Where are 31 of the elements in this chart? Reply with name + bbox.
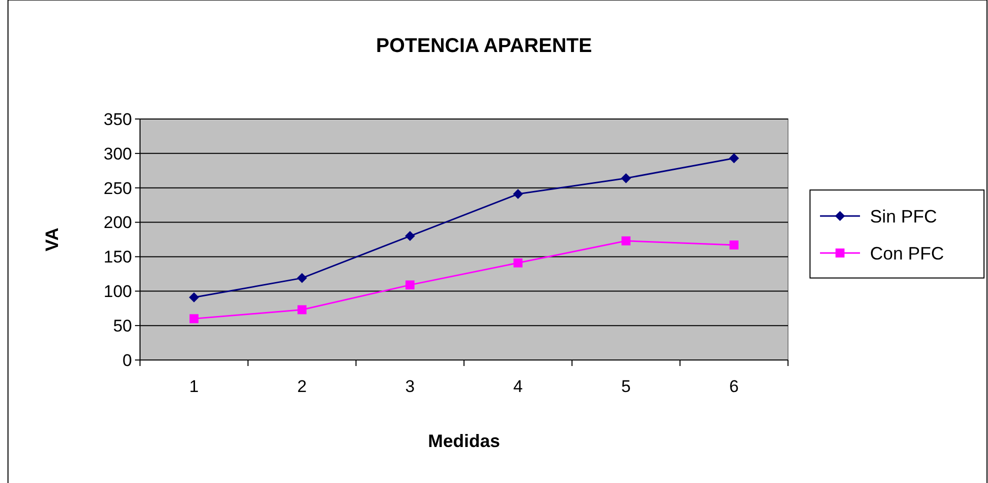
point (406, 280, 414, 290)
x-tick-label: 6 (729, 377, 739, 396)
x-tick-label: 2 (297, 377, 307, 396)
x-tick-label: 3 (405, 377, 415, 396)
y-tick-label: 250 (104, 178, 132, 198)
x-axis-title: Medidas (428, 431, 500, 451)
x-tick-label: 1 (189, 377, 199, 396)
point (622, 236, 630, 246)
point (297, 273, 307, 284)
point (405, 231, 415, 242)
point (189, 292, 199, 302)
point (729, 153, 739, 164)
x-tick-label: 5 (621, 377, 631, 396)
y-tick-label: 300 (104, 144, 132, 164)
y-tick-label: 0 (122, 350, 132, 370)
y-tick-label: 350 (104, 110, 132, 129)
point (621, 173, 631, 184)
legend-label: Sin PFC (870, 206, 938, 226)
chart-title: POTENCIA APARENTE (376, 35, 592, 57)
point (190, 314, 198, 324)
y-tick-label: 200 (104, 213, 132, 232)
y-tick-label: 150 (104, 248, 132, 267)
y-tick-label: 50 (113, 316, 132, 336)
point (298, 305, 306, 314)
x-tick-label: 4 (513, 377, 523, 396)
point (730, 240, 738, 250)
y-axis-title: VA (42, 228, 62, 252)
y-tick-label: 100 (104, 282, 132, 302)
legend-label: Con PFC (870, 243, 944, 264)
point (514, 258, 522, 268)
point (513, 189, 523, 200)
